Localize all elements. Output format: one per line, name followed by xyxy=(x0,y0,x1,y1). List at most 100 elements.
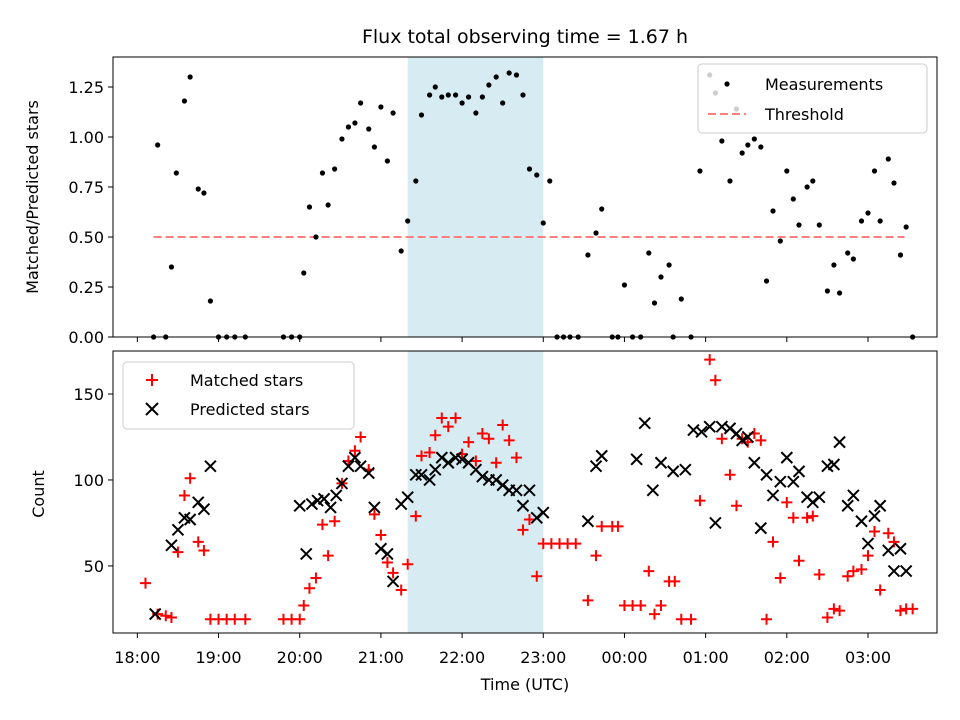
predicted-star-point xyxy=(894,542,907,555)
measurement-point xyxy=(432,84,438,90)
matched-star-point xyxy=(310,572,322,584)
measurement-point xyxy=(201,190,207,196)
measurement-point xyxy=(339,136,345,142)
legend-threshold-label: Threshold xyxy=(764,105,844,124)
measurement-point xyxy=(831,262,837,268)
matched-star-point xyxy=(395,584,407,596)
measurement-point xyxy=(371,144,378,150)
measurement-point xyxy=(465,94,472,100)
measurement-point xyxy=(181,98,188,104)
measurement-point xyxy=(540,220,546,226)
measurement-point xyxy=(621,282,628,288)
observing-interval-shade xyxy=(407,57,544,337)
predicted-star-point xyxy=(476,470,489,483)
measurement-point xyxy=(520,92,526,98)
matched-star-point xyxy=(368,508,380,520)
matched-star-point xyxy=(424,446,436,458)
predicted-star-point xyxy=(183,513,197,526)
bottom-panel: 50 100 150 18:00 19:00 20:00 21:00 22:00 23:00 0… xyxy=(29,350,938,694)
measurement-point xyxy=(897,252,904,258)
predicted-star-point xyxy=(537,506,550,519)
matched-star-point xyxy=(415,450,427,462)
matched-star-point xyxy=(874,584,886,596)
bottom-x-tick-label: 21:00 xyxy=(358,648,404,667)
measurement-point xyxy=(739,150,745,156)
predicted-star-point xyxy=(324,501,337,514)
predicted-star-point xyxy=(293,499,306,512)
measurement-point xyxy=(646,250,652,256)
bottom-y-axis-label: Count xyxy=(29,470,48,518)
measurement-point xyxy=(345,124,352,130)
measurement-point xyxy=(836,290,843,296)
matched-star-point xyxy=(483,433,495,445)
predicted-star-point xyxy=(780,451,794,464)
matched-star-point xyxy=(172,546,184,558)
matched-star-point xyxy=(349,445,361,457)
predicted-star-point xyxy=(171,523,185,537)
predicted-star-point xyxy=(792,465,806,478)
predicted-star-point xyxy=(868,509,881,523)
measurement-point xyxy=(903,224,909,230)
bottom-legend-box xyxy=(122,361,355,430)
matched-star-point xyxy=(355,431,367,443)
matched-star-point xyxy=(198,544,210,556)
predicted-star-point xyxy=(510,484,523,497)
predicted-star-point xyxy=(165,539,178,552)
top-chart-title: Flux total observing time = 1.67 h xyxy=(362,26,688,48)
measurement-point xyxy=(845,250,851,256)
matched-star-point xyxy=(724,469,736,481)
matched-star-point xyxy=(178,489,190,501)
legend-measurements-marker xyxy=(724,81,730,87)
bottom-legend: Matched stars Predicted stars xyxy=(122,361,355,430)
measurement-point xyxy=(777,238,783,244)
bottom-x-tick-label: 01:00 xyxy=(683,648,729,667)
top-panel: 0.00 0.25 0.50 0.75 1.00 1.25 Flux total obse… xyxy=(23,26,938,347)
measurement-point xyxy=(187,74,193,80)
matched-star-point xyxy=(463,436,475,448)
matched-star-point xyxy=(381,557,393,568)
matched-star-point xyxy=(847,565,859,577)
matched-star-point xyxy=(767,536,779,548)
measurement-point xyxy=(486,82,492,88)
predicted-stars-series xyxy=(149,417,913,621)
measurement-point xyxy=(751,136,757,142)
matched-star-point xyxy=(410,510,422,522)
matched-star-point xyxy=(375,529,387,541)
predicted-star-point xyxy=(638,417,651,430)
measurement-point xyxy=(306,204,313,210)
matched-star-point xyxy=(470,455,482,467)
bottom-x-tick-label: 18:00 xyxy=(114,648,160,667)
matched-star-point xyxy=(694,495,706,507)
measurement-point xyxy=(824,288,831,294)
measurement-point xyxy=(658,274,664,280)
measurement-point xyxy=(506,70,512,76)
matched-star-point xyxy=(165,612,177,624)
measurement-point xyxy=(459,100,465,106)
measurement-point xyxy=(479,94,485,100)
measurement-point xyxy=(651,300,658,306)
matched-star-point xyxy=(716,433,728,445)
predicted-star-point xyxy=(703,420,716,433)
matched-star-point xyxy=(298,599,310,611)
top-y-axis-label: Matched/Predicted stars xyxy=(23,100,42,294)
predicted-star-point xyxy=(342,459,355,473)
measurement-point xyxy=(871,168,878,174)
predicted-star-point xyxy=(335,477,349,490)
matched-star-point xyxy=(868,526,880,538)
measurement-point xyxy=(790,196,796,202)
matched-star-point xyxy=(907,603,919,615)
matched-star-point xyxy=(531,570,543,582)
predicted-star-point xyxy=(735,434,749,447)
predicted-star-point xyxy=(401,490,414,504)
predicted-star-point xyxy=(589,459,603,473)
measurement-point xyxy=(473,110,479,116)
bottom-x-tick-label: 03:00 xyxy=(845,648,891,667)
top-y-tick-label: 0.25 xyxy=(68,278,104,297)
measurement-point xyxy=(763,278,770,284)
bottom-x-tick-label: 00:00 xyxy=(601,648,647,667)
legend-matched-marker xyxy=(146,374,158,386)
predicted-star-point xyxy=(748,456,761,469)
predicted-star-point xyxy=(760,468,773,482)
measurement-point xyxy=(585,252,591,258)
bottom-x-tick-label: 20:00 xyxy=(277,648,323,667)
